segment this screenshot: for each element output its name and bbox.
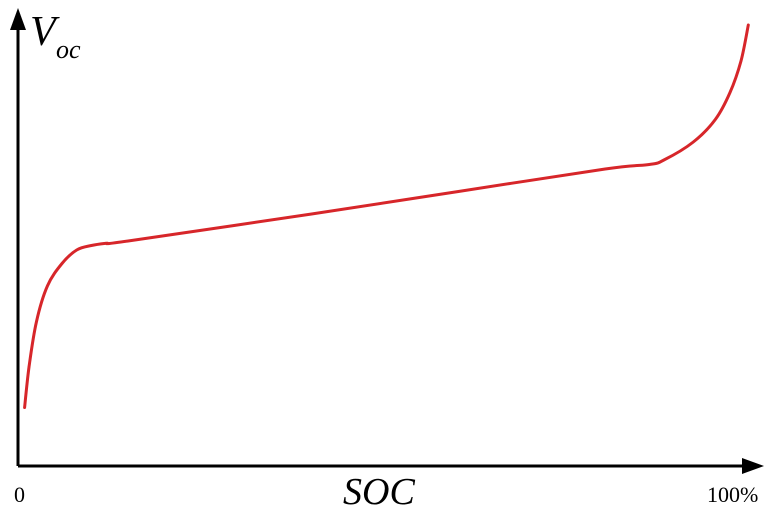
y-axis-label: V: [30, 9, 60, 55]
x-tick-start: 0: [14, 482, 25, 507]
y-axis-arrow: [10, 8, 26, 30]
ocv-curve: [23, 23, 750, 409]
y-axis-label-subscript: oc: [56, 35, 81, 64]
x-tick-end: 100%: [707, 482, 758, 507]
x-axis-label: SOC: [343, 471, 415, 511]
x-axis-arrow: [742, 458, 764, 474]
